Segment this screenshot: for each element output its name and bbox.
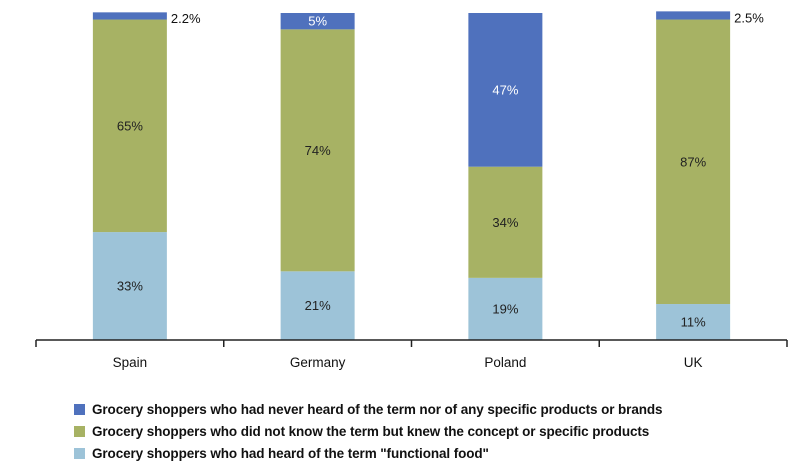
legend-label-heard-term: Grocery shoppers who had heard of the te… <box>92 445 489 461</box>
legend-swatch-heard-term <box>74 447 85 459</box>
legend-item-knew-concept: Grocery shoppers who did not know the te… <box>74 420 662 442</box>
legend-swatch-never-heard <box>74 403 85 415</box>
data-label-uk-s2: 2.5% <box>734 10 764 25</box>
data-label-poland-s0: 19% <box>492 301 518 316</box>
legend-item-never-heard: Grocery shoppers who had never heard of … <box>74 398 663 420</box>
bar-segment-poland-s1 <box>468 166 543 278</box>
data-label-spain-s2: 2.2% <box>171 11 201 26</box>
bar-segment-spain-s1 <box>92 19 167 233</box>
data-label-germany-s0: 21% <box>305 298 331 313</box>
legend-swatch-knew-concept <box>74 425 85 437</box>
bar-segment-poland-s0 <box>468 277 543 340</box>
bar-segment-germany-s1 <box>280 29 355 272</box>
bar-segment-germany-s0 <box>280 271 355 340</box>
category-label-spain: Spain <box>113 355 148 370</box>
data-label-poland-s2: 47% <box>492 82 518 97</box>
data-label-spain-s0: 33% <box>117 279 143 294</box>
bar-segment-uk-s1 <box>656 19 731 305</box>
legend-label-never-heard: Grocery shoppers who had never heard of … <box>92 401 663 417</box>
bar-segment-germany-s2 <box>280 13 355 30</box>
category-label-poland: Poland <box>484 355 526 370</box>
bar-segment-uk-s0 <box>656 304 731 340</box>
data-label-uk-s0: 11% <box>681 315 706 330</box>
bar-segment-uk-s2 <box>656 11 731 20</box>
bar-segment-spain-s0 <box>92 232 167 340</box>
data-label-spain-s1: 65% <box>117 118 143 133</box>
data-label-poland-s1: 34% <box>492 215 518 230</box>
legend-label-knew-concept: Grocery shoppers who did not know the te… <box>92 423 650 439</box>
legend: Grocery shoppers who had never heard of … <box>74 398 663 464</box>
data-label-germany-s2: 5% <box>308 14 327 29</box>
category-label-germany: Germany <box>290 355 346 370</box>
legend-item-heard-term: Grocery shoppers who had heard of the te… <box>74 442 662 464</box>
bar-segment-poland-s2 <box>468 13 543 167</box>
data-label-uk-s1: 87% <box>680 154 706 169</box>
data-label-germany-s1: 74% <box>305 143 331 158</box>
bar-segment-spain-s2 <box>92 12 167 20</box>
category-label-uk: UK <box>684 355 703 370</box>
